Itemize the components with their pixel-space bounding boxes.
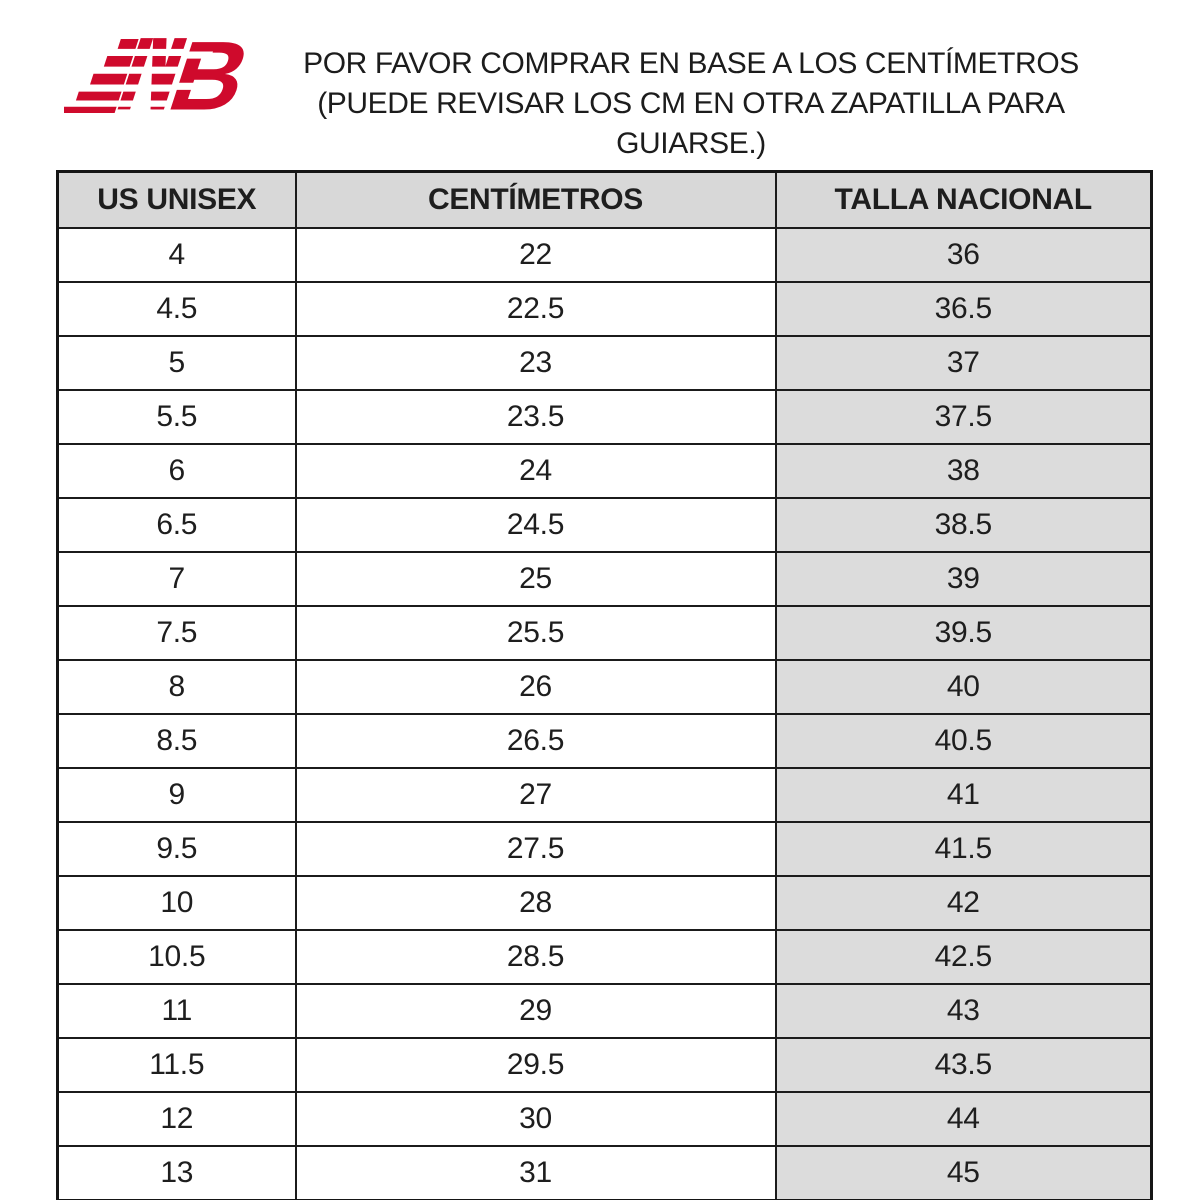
notice-line-2: (PUEDE REVISAR LOS CM EN OTRA ZAPATILLA … (317, 87, 1065, 120)
table-cell: 36.5 (774, 281, 1153, 337)
table-cell: 41 (774, 767, 1153, 823)
table-cell: 28.5 (294, 929, 777, 985)
table-cell: 36 (774, 227, 1153, 283)
table-cell: 42 (774, 875, 1153, 931)
table-cell: 6.5 (56, 497, 297, 553)
table-cell: 38.5 (774, 497, 1153, 553)
table-row: 10.5 28.5 42.5 (56, 929, 1153, 985)
purchase-notice: POR FAVOR COMPRAR EN BASE A LOS CENTÍMET… (278, 44, 1104, 164)
table-cell: 37 (774, 335, 1153, 391)
notice-line-3: GUIARSE.) (616, 127, 766, 160)
header: B (0, 0, 1200, 172)
table-row: 11.5 29.5 43.5 (56, 1037, 1153, 1093)
table-cell: 25.5 (294, 605, 777, 661)
table-cell: 30 (294, 1091, 777, 1147)
table-row: 5 23 37 (56, 335, 1153, 391)
table-cell: 5 (56, 335, 297, 391)
table-cell: 39.5 (774, 605, 1153, 661)
table-cell: 24 (294, 443, 777, 499)
table-row: 10 28 42 (56, 875, 1153, 931)
table-cell: 7.5 (56, 605, 297, 661)
table-cell: 39 (774, 551, 1153, 607)
new-balance-logo-icon: B (57, 22, 263, 131)
table-cell: 10 (56, 875, 297, 931)
table-cell: 11 (56, 983, 297, 1039)
table-cell: 27 (294, 767, 777, 823)
table-row: 6 24 38 (56, 443, 1153, 499)
table-row: 8 26 40 (56, 659, 1153, 715)
table-body: 4 22 36 4.5 22.5 36.5 5 23 37 5.5 23.5 37.5 6 24 38 6.5… (56, 227, 1153, 1200)
table-cell: 13 (56, 1145, 297, 1200)
table-row: 12 30 44 (56, 1091, 1153, 1147)
table-row: 6.5 24.5 38.5 (56, 497, 1153, 553)
table-row: 5.5 23.5 37.5 (56, 389, 1153, 445)
size-conversion-table: US UNISEX CENTÍMETROS TALLA NACIONAL 4 22… (56, 170, 1153, 1200)
table-cell: 12 (56, 1091, 297, 1147)
table-cell: 40 (774, 659, 1153, 715)
table-row: 4.5 22.5 36.5 (56, 281, 1153, 337)
table-cell: 4 (56, 227, 297, 283)
table-cell: 4.5 (56, 281, 297, 337)
new-balance-logo: B (57, 22, 263, 131)
table-cell: 8 (56, 659, 297, 715)
table-row: 8.5 26.5 40.5 (56, 713, 1153, 769)
table-cell: 29.5 (294, 1037, 777, 1093)
table-cell: 27.5 (294, 821, 777, 877)
table-cell: 24.5 (294, 497, 777, 553)
table-row: 4 22 36 (56, 227, 1153, 283)
table-row: 7.5 25.5 39.5 (56, 605, 1153, 661)
table-row: 9 27 41 (56, 767, 1153, 823)
column-header-us-unisex: US UNISEX (56, 170, 297, 229)
table-cell: 44 (774, 1091, 1153, 1147)
table-row: 7 25 39 (56, 551, 1153, 607)
table-cell: 43.5 (774, 1037, 1153, 1093)
table-cell: 25 (294, 551, 777, 607)
table-cell: 37.5 (774, 389, 1153, 445)
table-cell: 42.5 (774, 929, 1153, 985)
table-cell: 23 (294, 335, 777, 391)
table-row: 11 29 43 (56, 983, 1153, 1039)
table-cell: 40.5 (774, 713, 1153, 769)
table-cell: 41.5 (774, 821, 1153, 877)
table-cell: 31 (294, 1145, 777, 1200)
column-header-talla-nacional: TALLA NACIONAL (774, 170, 1153, 229)
table-cell: 22.5 (294, 281, 777, 337)
table-cell: 6 (56, 443, 297, 499)
table-cell: 26 (294, 659, 777, 715)
table-cell: 45 (774, 1145, 1153, 1200)
table-cell: 5.5 (56, 389, 297, 445)
table-cell: 26.5 (294, 713, 777, 769)
table-cell: 10.5 (56, 929, 297, 985)
table-cell: 28 (294, 875, 777, 931)
table-cell: 11.5 (56, 1037, 297, 1093)
table-cell: 7 (56, 551, 297, 607)
table-cell: 8.5 (56, 713, 297, 769)
table-row: 9.5 27.5 41.5 (56, 821, 1153, 877)
table-cell: 29 (294, 983, 777, 1039)
table-row: 13 31 45 (56, 1145, 1153, 1200)
table-cell: 23.5 (294, 389, 777, 445)
table-cell: 38 (774, 443, 1153, 499)
table-cell: 9 (56, 767, 297, 823)
table-header-row: US UNISEX CENTÍMETROS TALLA NACIONAL (56, 170, 1153, 229)
column-header-centimetros: CENTÍMETROS (294, 170, 777, 229)
table-cell: 9.5 (56, 821, 297, 877)
notice-line-1: POR FAVOR COMPRAR EN BASE A LOS CENTÍMET… (303, 47, 1079, 80)
table-cell: 22 (294, 227, 777, 283)
table-cell: 43 (774, 983, 1153, 1039)
